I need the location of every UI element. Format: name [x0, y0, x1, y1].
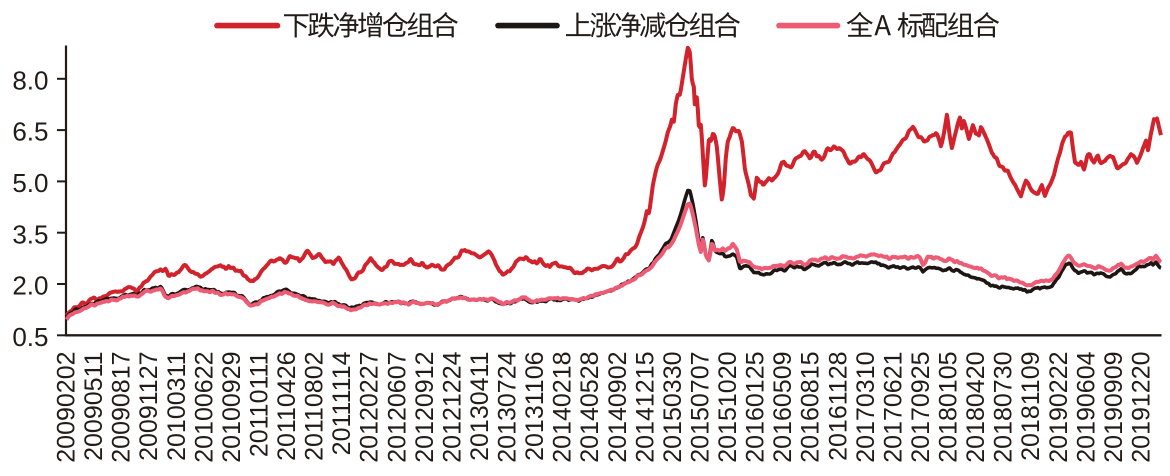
- svg-text:20161128: 20161128: [824, 352, 852, 461]
- svg-text:20131106: 20131106: [521, 352, 549, 461]
- svg-text:20180105: 20180105: [935, 352, 963, 463]
- svg-text:20181109: 20181109: [1017, 352, 1045, 461]
- svg-text:20120607: 20120607: [383, 352, 411, 463]
- svg-text:3.5: 3.5: [12, 219, 48, 249]
- svg-text:20130411: 20130411: [466, 352, 494, 461]
- svg-text:20121224: 20121224: [438, 351, 466, 462]
- svg-text:20150707: 20150707: [687, 352, 715, 463]
- svg-text:20120912: 20120912: [411, 352, 439, 463]
- svg-text:20140902: 20140902: [604, 352, 632, 463]
- svg-text:20191220: 20191220: [1128, 352, 1156, 463]
- svg-text:20180730: 20180730: [990, 352, 1018, 463]
- svg-text:20190604: 20190604: [1072, 351, 1100, 462]
- svg-text:20190222: 20190222: [1045, 352, 1073, 463]
- svg-text:20111114: 20111114: [328, 351, 356, 455]
- svg-text:20090202: 20090202: [53, 352, 81, 463]
- svg-text:20110802: 20110802: [301, 352, 329, 461]
- svg-text:8.0: 8.0: [12, 65, 48, 95]
- svg-text:20100622: 20100622: [190, 352, 218, 463]
- svg-text:20100311: 20100311: [163, 352, 191, 461]
- svg-text:6.5: 6.5: [12, 117, 48, 147]
- svg-text:20100929: 20100929: [218, 352, 246, 463]
- svg-text:20170621: 20170621: [879, 352, 907, 463]
- svg-text:20110111: 20110111: [245, 352, 273, 458]
- svg-text:20150330: 20150330: [659, 352, 687, 463]
- svg-text:20160509: 20160509: [769, 352, 797, 463]
- svg-text:20090817: 20090817: [108, 352, 136, 463]
- svg-text:20091127: 20091127: [135, 352, 163, 461]
- svg-text:20180420: 20180420: [962, 352, 990, 463]
- svg-text:20110426: 20110426: [273, 352, 301, 461]
- svg-text:20140218: 20140218: [549, 352, 577, 463]
- svg-text:20190909: 20190909: [1100, 352, 1128, 463]
- svg-text:20170925: 20170925: [907, 352, 935, 463]
- svg-text:20140528: 20140528: [576, 352, 604, 463]
- svg-text:20120227: 20120227: [356, 352, 384, 463]
- svg-text:5.0: 5.0: [12, 168, 48, 198]
- svg-text:20160125: 20160125: [742, 352, 770, 463]
- svg-text:20141215: 20141215: [631, 352, 659, 463]
- svg-text:0.5: 0.5: [12, 322, 48, 352]
- svg-text:20090511: 20090511: [80, 352, 108, 461]
- svg-text:20130724: 20130724: [494, 351, 522, 462]
- svg-text:20160815: 20160815: [797, 352, 825, 463]
- svg-text:20170310: 20170310: [852, 352, 880, 463]
- svg-text:2.0: 2.0: [12, 271, 48, 301]
- svg-text:20151020: 20151020: [714, 352, 742, 463]
